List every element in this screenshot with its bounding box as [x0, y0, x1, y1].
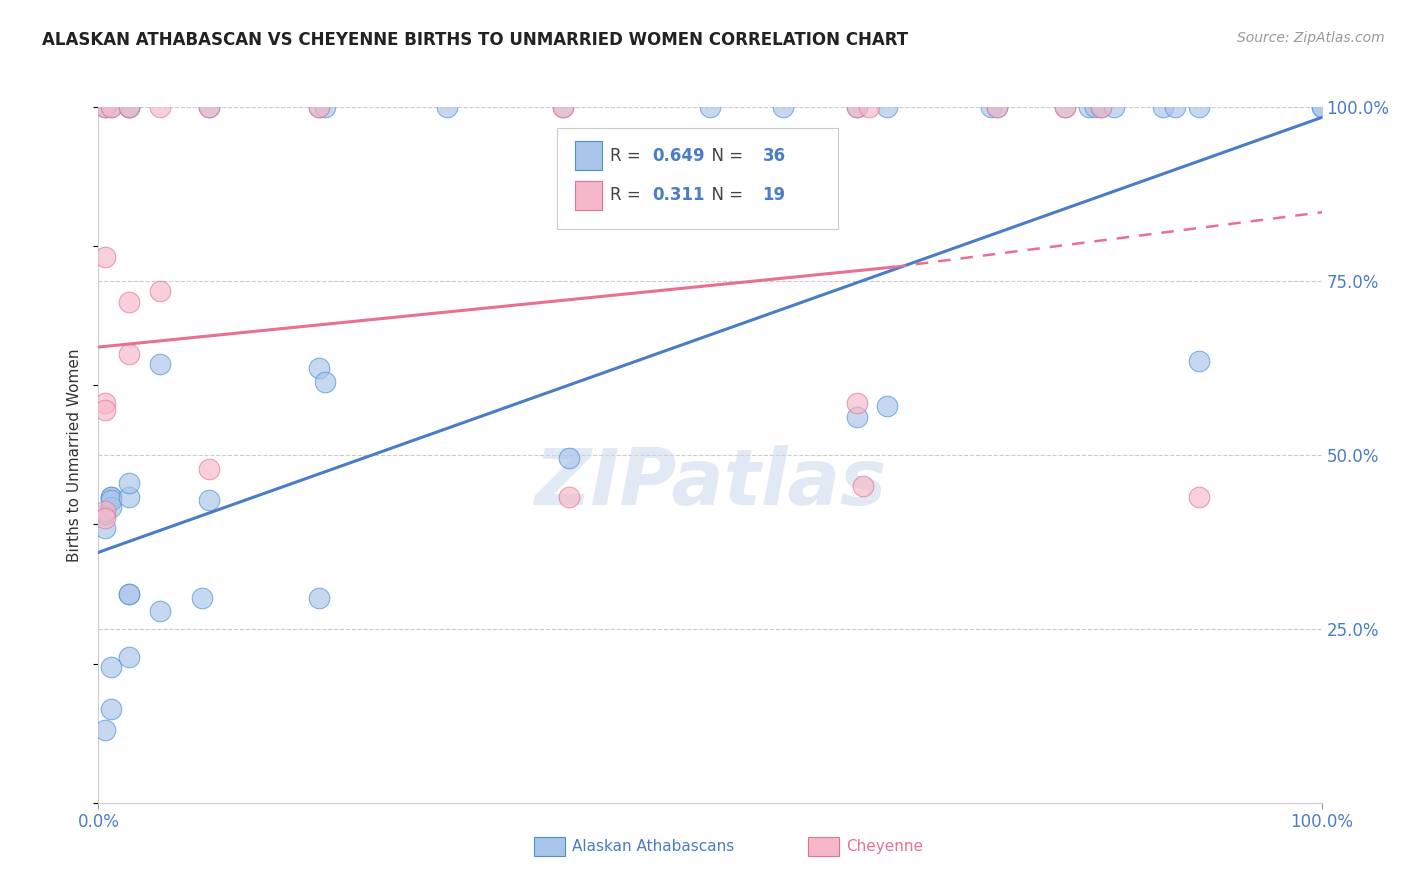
Point [93, 510, 115, 524]
Point [852, 479, 875, 493]
Point [1188, 490, 1211, 504]
Point [308, 360, 330, 375]
Text: Source: ZipAtlas.com: Source: ZipAtlas.com [1237, 31, 1385, 45]
Point [845, 396, 868, 410]
Point [197, 462, 219, 476]
Text: ALASKAN ATHABASCAN VS CHEYENNE BIRTHS TO UNMARRIED WOMEN CORRELATION CHART: ALASKAN ATHABASCAN VS CHEYENNE BIRTHS TO… [42, 31, 908, 49]
Text: 0.649: 0.649 [652, 147, 706, 165]
Point [100, 500, 122, 514]
Point [876, 399, 898, 413]
Point [308, 100, 330, 114]
Point [118, 100, 141, 114]
Point [93, 723, 115, 737]
Point [1090, 100, 1112, 114]
Point [100, 702, 122, 716]
Point [197, 493, 219, 508]
Point [93, 402, 115, 417]
Point [1053, 100, 1076, 114]
Point [314, 375, 336, 389]
Point [93, 250, 115, 264]
Point [118, 649, 141, 664]
Point [772, 100, 794, 114]
Point [118, 475, 141, 490]
FancyBboxPatch shape [557, 128, 838, 229]
Point [553, 100, 575, 114]
Point [558, 451, 581, 466]
Point [858, 100, 880, 114]
Point [986, 100, 1008, 114]
Point [1090, 100, 1112, 114]
FancyBboxPatch shape [575, 181, 602, 210]
Point [308, 100, 330, 114]
Point [1164, 100, 1187, 114]
Point [93, 521, 115, 535]
Point [149, 285, 172, 299]
Point [980, 100, 1002, 114]
Text: R =: R = [610, 147, 645, 165]
Point [845, 100, 868, 114]
Point [197, 100, 219, 114]
Point [118, 294, 141, 309]
Point [93, 100, 115, 114]
Text: N =: N = [702, 147, 749, 165]
Point [93, 507, 115, 521]
Text: N =: N = [702, 186, 749, 204]
Point [197, 100, 219, 114]
Point [100, 493, 122, 508]
Point [118, 347, 141, 361]
Text: 36: 36 [762, 147, 786, 165]
Point [93, 100, 115, 114]
Point [118, 490, 141, 504]
Point [1310, 100, 1333, 114]
Point [100, 100, 122, 114]
Point [191, 591, 214, 605]
Point [118, 100, 141, 114]
Point [1078, 100, 1101, 114]
Point [100, 490, 122, 504]
Point [699, 210, 721, 224]
Point [1102, 100, 1125, 114]
Text: R =: R = [610, 186, 651, 204]
Point [93, 503, 115, 517]
Point [314, 100, 336, 114]
Point [100, 660, 122, 674]
Point [100, 490, 122, 504]
Point [93, 396, 115, 410]
Point [1188, 100, 1211, 114]
Point [1084, 100, 1107, 114]
Y-axis label: Births to Unmarried Women: Births to Unmarried Women [67, 348, 83, 562]
Point [149, 358, 172, 372]
Point [1310, 100, 1333, 114]
Text: 0.311: 0.311 [652, 186, 704, 204]
Point [1152, 100, 1174, 114]
Point [699, 100, 721, 114]
Point [553, 100, 575, 114]
Text: 19: 19 [762, 186, 786, 204]
Point [1053, 100, 1076, 114]
Point [845, 409, 868, 424]
Point [308, 591, 330, 605]
Point [149, 605, 172, 619]
Point [986, 100, 1008, 114]
Point [845, 100, 868, 114]
Point [558, 490, 581, 504]
Point [100, 100, 122, 114]
Point [149, 100, 172, 114]
Point [118, 587, 141, 601]
Point [1188, 354, 1211, 368]
Point [436, 100, 458, 114]
Point [876, 100, 898, 114]
Point [118, 100, 141, 114]
Point [118, 587, 141, 601]
FancyBboxPatch shape [575, 141, 602, 170]
Text: ZIPatlas: ZIPatlas [534, 445, 886, 521]
Text: Alaskan Athabascans: Alaskan Athabascans [572, 839, 734, 854]
Text: Cheyenne: Cheyenne [846, 839, 924, 854]
